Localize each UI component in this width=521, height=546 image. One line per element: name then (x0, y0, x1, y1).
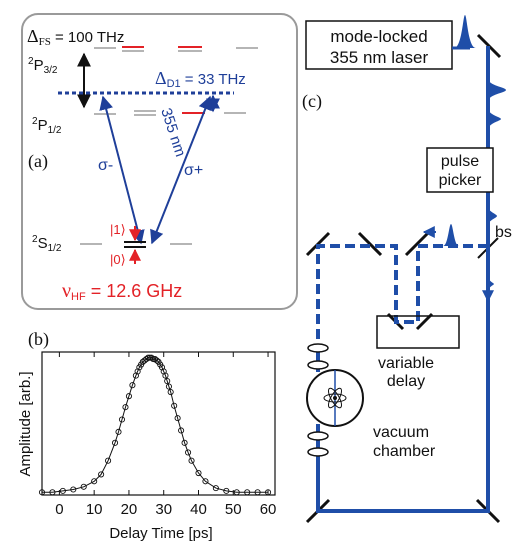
data-point (178, 427, 185, 434)
data-point (125, 393, 132, 400)
delay-label-line1: variable (378, 355, 434, 372)
laser-pulse-top (454, 15, 476, 48)
data-point (167, 388, 174, 396)
data-point (188, 457, 195, 464)
data-point (38, 489, 46, 496)
data-point (164, 378, 171, 385)
panel-a-label: (a) (28, 151, 48, 172)
data-point (129, 382, 136, 389)
pulse-picker-line2: picker (439, 172, 482, 189)
sigma-plus-beam (150, 95, 212, 245)
sigma-minus-label: σ- (98, 157, 113, 174)
data-point (165, 383, 172, 390)
laser-label-line1: mode-locked (330, 27, 427, 46)
data-point (174, 415, 181, 422)
p32-levels (94, 46, 258, 52)
x-tick-label: 40 (190, 501, 207, 518)
chamber-label-line2: chamber (373, 443, 436, 460)
data-point (111, 439, 119, 446)
data-point (223, 487, 230, 494)
d1-detuning-label: ΔD1 = 33 THz (155, 68, 246, 90)
x-tick-label: 20 (121, 501, 138, 518)
s12-label: 2S1/2 (32, 234, 62, 254)
delay-label-line2: delay (387, 373, 425, 390)
laser-label-line2: 355 nm laser (330, 48, 429, 67)
data-point (195, 469, 202, 477)
data-point (115, 428, 122, 435)
delay-stage-box (376, 315, 460, 349)
data-point (162, 372, 169, 379)
pulse-2 (488, 108, 501, 130)
data-point (244, 489, 251, 496)
x-tick-label: 10 (86, 501, 103, 518)
delayed-beam (316, 244, 488, 346)
data-point (233, 489, 240, 496)
window-top (307, 343, 329, 353)
data-point (105, 457, 112, 464)
x-tick-label: 50 (225, 501, 242, 518)
data-point (70, 486, 77, 493)
data-point (212, 485, 219, 492)
x-tick-label: 0 (55, 501, 63, 518)
data-point (171, 402, 178, 409)
sigma-plus-label: σ+ (184, 162, 203, 179)
data-point (80, 483, 87, 490)
data-point (181, 439, 188, 446)
pulse-3 (488, 206, 497, 226)
data-point (49, 489, 56, 496)
window-bottom (307, 447, 329, 457)
beam-splitter-label: bs (495, 224, 512, 241)
data-point (254, 489, 261, 496)
pulse-1 (488, 78, 506, 102)
laser-box (305, 20, 453, 70)
data-point (153, 357, 160, 364)
hyperfine-splitting-label: νHF = 12.6 GHz (62, 280, 182, 303)
p32-label: 2P3/2 (28, 56, 58, 76)
data-point (122, 404, 129, 411)
lens-top (307, 360, 329, 370)
pulse-4 (488, 276, 494, 292)
data-points (38, 354, 272, 496)
data-point (150, 356, 157, 363)
plot-frame (41, 351, 276, 496)
data-point (98, 471, 105, 478)
p12-label: 2P1/2 (32, 116, 62, 136)
panel-b-label: (b) (28, 329, 49, 350)
lens-bottom (307, 431, 329, 441)
s12-levels (80, 241, 192, 248)
data-point (59, 487, 66, 494)
reflected-pulse (443, 224, 459, 246)
energy-level-diagram: ΔFS = 100 THz 2P3/2 ΔD1 = 33 THz (21, 13, 298, 310)
pulse-picker-box (426, 147, 494, 193)
pulse-picker-line1: pulse (441, 153, 479, 170)
x-ticks: 0 10 20 30 40 50 60 (55, 352, 276, 518)
chamber-label-line1: vacuum (373, 424, 429, 441)
autocorrelation-chart: (b) 0 10 20 30 40 50 60 Delay Time [ps] Amplit… (17, 329, 276, 542)
fine-structure-label: ΔFS = 100 THz (27, 26, 124, 48)
y-axis-label: Amplitude [arb.] (17, 371, 34, 476)
data-point (264, 489, 272, 496)
data-point (148, 354, 155, 361)
fit-curve (42, 357, 268, 493)
optical-setup: (c) mode-locked 355 nm laser (302, 15, 512, 524)
x-axis-label: Delay Time [ps] (109, 525, 212, 542)
x-tick-label: 60 (260, 501, 277, 518)
data-point (91, 478, 98, 485)
x-tick-label: 30 (155, 501, 172, 518)
main-beam (316, 46, 490, 513)
sigma-minus-beam (99, 95, 145, 245)
data-point (202, 478, 209, 485)
data-point (185, 449, 192, 456)
ket-0-label: |0⟩ (110, 252, 126, 267)
ket-1-label: |1⟩ (110, 222, 126, 237)
data-point (118, 416, 126, 423)
panel-c-label: (c) (302, 91, 322, 112)
atom-icon (323, 387, 347, 409)
panel-a-frame (21, 13, 298, 310)
